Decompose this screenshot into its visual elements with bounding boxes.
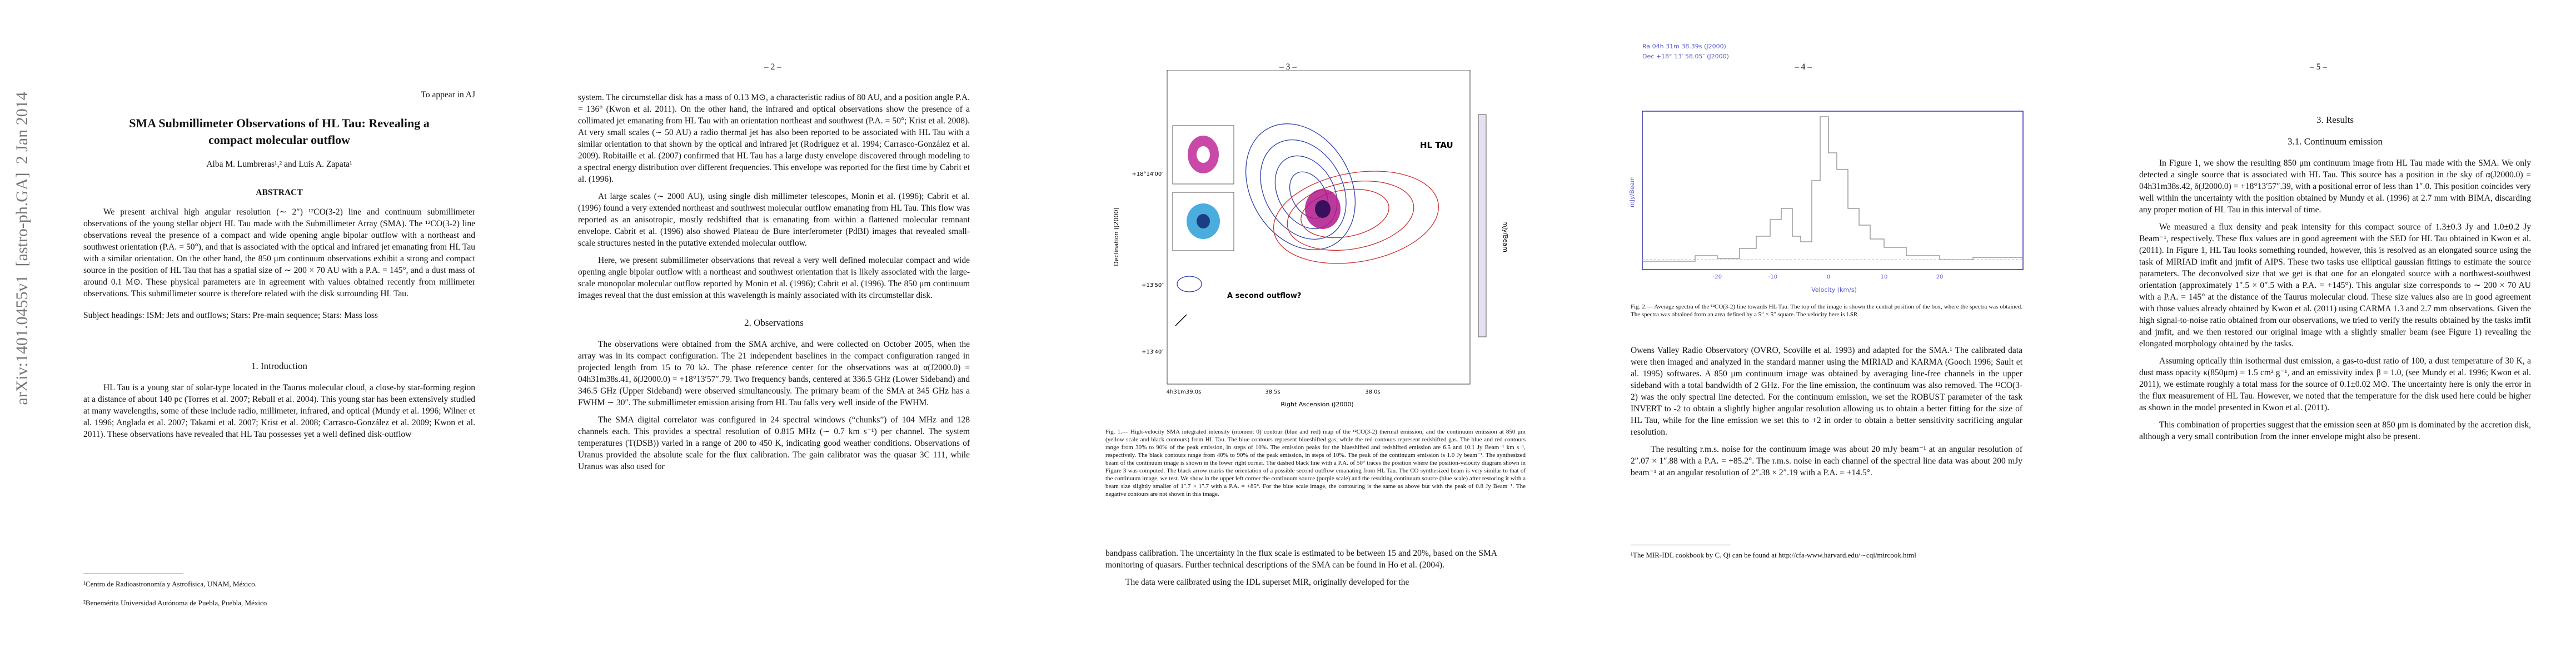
paragraph: HL Tau is a young star of solar-type loc… <box>83 383 475 439</box>
y-tick-label: +13′50″ <box>1142 282 1164 288</box>
y-axis-label: mJy/Beam <box>1628 176 1636 207</box>
footnote: ¹The MIR-IDL cookbook by C. Qi can be fo… <box>1631 551 1916 559</box>
dec-label: Dec +18° 13′ 58.05″ (J2000) <box>1642 53 1729 60</box>
paragraph: Assuming optically thin isothermal dust … <box>2139 356 2531 412</box>
authors: Alba M. Lumbreras¹,² and Luis A. Zapata¹ <box>206 160 352 169</box>
paragraph: In Figure 1, we show the resulting 850 μ… <box>2139 158 2531 215</box>
x-tick-label: 38.5s <box>1265 389 1280 395</box>
paragraph: bandpass calibration. The uncertainty in… <box>1105 549 1497 570</box>
paragraph: This combination of properties suggest t… <box>2139 420 2531 441</box>
figure-1: HL TAU A second outflow? mJy/Beam Declin… <box>1113 70 1509 408</box>
abstract-heading: ABSTRACT <box>256 188 303 197</box>
outflow-label: A second outflow? <box>1227 292 1301 300</box>
page-1: To appear in AJ SMA Submillimeter Observ… <box>83 89 475 446</box>
paragraph: At large scales (∼ 2000 AU), using singl… <box>578 192 970 248</box>
red-contours <box>1273 171 1439 264</box>
ra-label: Ra 04h 31m 38.39s (J2000) <box>1642 43 1726 50</box>
plot-frame <box>1642 111 2024 270</box>
page-4: Owens Valley Radio Observatory (OVRO, Sc… <box>1631 345 2022 484</box>
continuum-core <box>1315 200 1331 218</box>
section-heading: 1. Introduction <box>251 361 308 371</box>
colorbar <box>1478 114 1487 337</box>
page-number: – 2 – <box>764 62 781 72</box>
colorbar-label: mJy/Beam <box>1502 221 1509 252</box>
x-tick-label: 10 <box>1881 274 1888 280</box>
footnote: ¹Centro de Radioastronomía y Astrofísica… <box>83 580 257 588</box>
footnote: ²Benemérita Universidad Autónoma de Pueb… <box>83 599 267 607</box>
x-axis-label: Right Ascension (J2000) <box>1280 401 1353 408</box>
page-2: system. The circumstellar disk has a mas… <box>578 92 970 478</box>
figure-caption: Fig. 2.— Average spectra of the ¹²CO(3-2… <box>1631 303 2022 318</box>
x-tick-label: -20 <box>1713 274 1722 280</box>
figure-caption: Fig. 1.— High-velocity SMA integrated in… <box>1105 429 1526 497</box>
arxiv-stamp: arXiv:1401.0455v1 [astro-ph.GA] 2 Jan 20… <box>13 92 31 405</box>
second-outflow <box>1177 276 1202 292</box>
x-tick-label: 20 <box>1936 274 1944 280</box>
page-3: bandpass calibration. The uncertainty in… <box>1105 547 1497 594</box>
paragraph: We measured a flux density and peak inte… <box>2139 222 2531 349</box>
arrow <box>1175 314 1187 326</box>
x-tick-label: 0 <box>1827 274 1830 280</box>
paragraph: The resulting r.m.s. noise for the conti… <box>1631 445 2022 477</box>
x-tick-label: 38.0s <box>1365 389 1380 395</box>
x-tick-label: 4h31m39.0s <box>1167 389 1202 395</box>
subject-headings: Subject headings: ISM: Jets and outflows… <box>83 311 378 320</box>
inset-core <box>1197 146 1210 163</box>
paper-title: SMA Submillimeter Observations of HL Tau… <box>129 116 430 147</box>
x-tick-label: -10 <box>1768 274 1777 280</box>
paragraph: The observations were obtained from the … <box>578 340 970 407</box>
page-number: – 4 – <box>1795 62 1812 72</box>
inset-core <box>1197 214 1210 228</box>
figure-2: Ra 04h 31m 38.39s (J2000) Dec +18° 13′ 5… <box>1628 43 2024 293</box>
spectrum <box>1642 116 2023 262</box>
running-head: To appear in AJ <box>421 90 476 99</box>
y-tick-label: +13′40″ <box>1142 349 1164 355</box>
x-axis-label: Velocity (km/s) <box>1811 286 1857 293</box>
page-number: – 5 – <box>2310 62 2327 72</box>
paragraph: Owens Valley Radio Observatory (OVRO, Sc… <box>1631 346 2022 437</box>
source-label: HL TAU <box>1420 140 1453 150</box>
subsection-heading: 3.1. Continuum emission <box>2288 136 2383 147</box>
paragraph: The SMA digital correlator was configure… <box>578 415 970 471</box>
page-5: 3. Results 3.1. Continuum emission In Fi… <box>2139 106 2531 448</box>
section-heading: 3. Results <box>2316 115 2354 125</box>
y-axis-label: Declination (J2000) <box>1113 207 1120 266</box>
page-number: – 3 – <box>1279 62 1297 72</box>
paragraph: Here, we present submillimeter observati… <box>578 256 970 300</box>
paragraph: system. The circumstellar disk has a mas… <box>578 93 970 184</box>
y-tick-label: +18°14′00″ <box>1132 171 1164 177</box>
section-heading: 2. Observations <box>744 317 804 328</box>
paragraph: The data were calibrated using the IDL s… <box>1125 578 1409 587</box>
abstract: We present archival high angular resolut… <box>83 207 475 298</box>
